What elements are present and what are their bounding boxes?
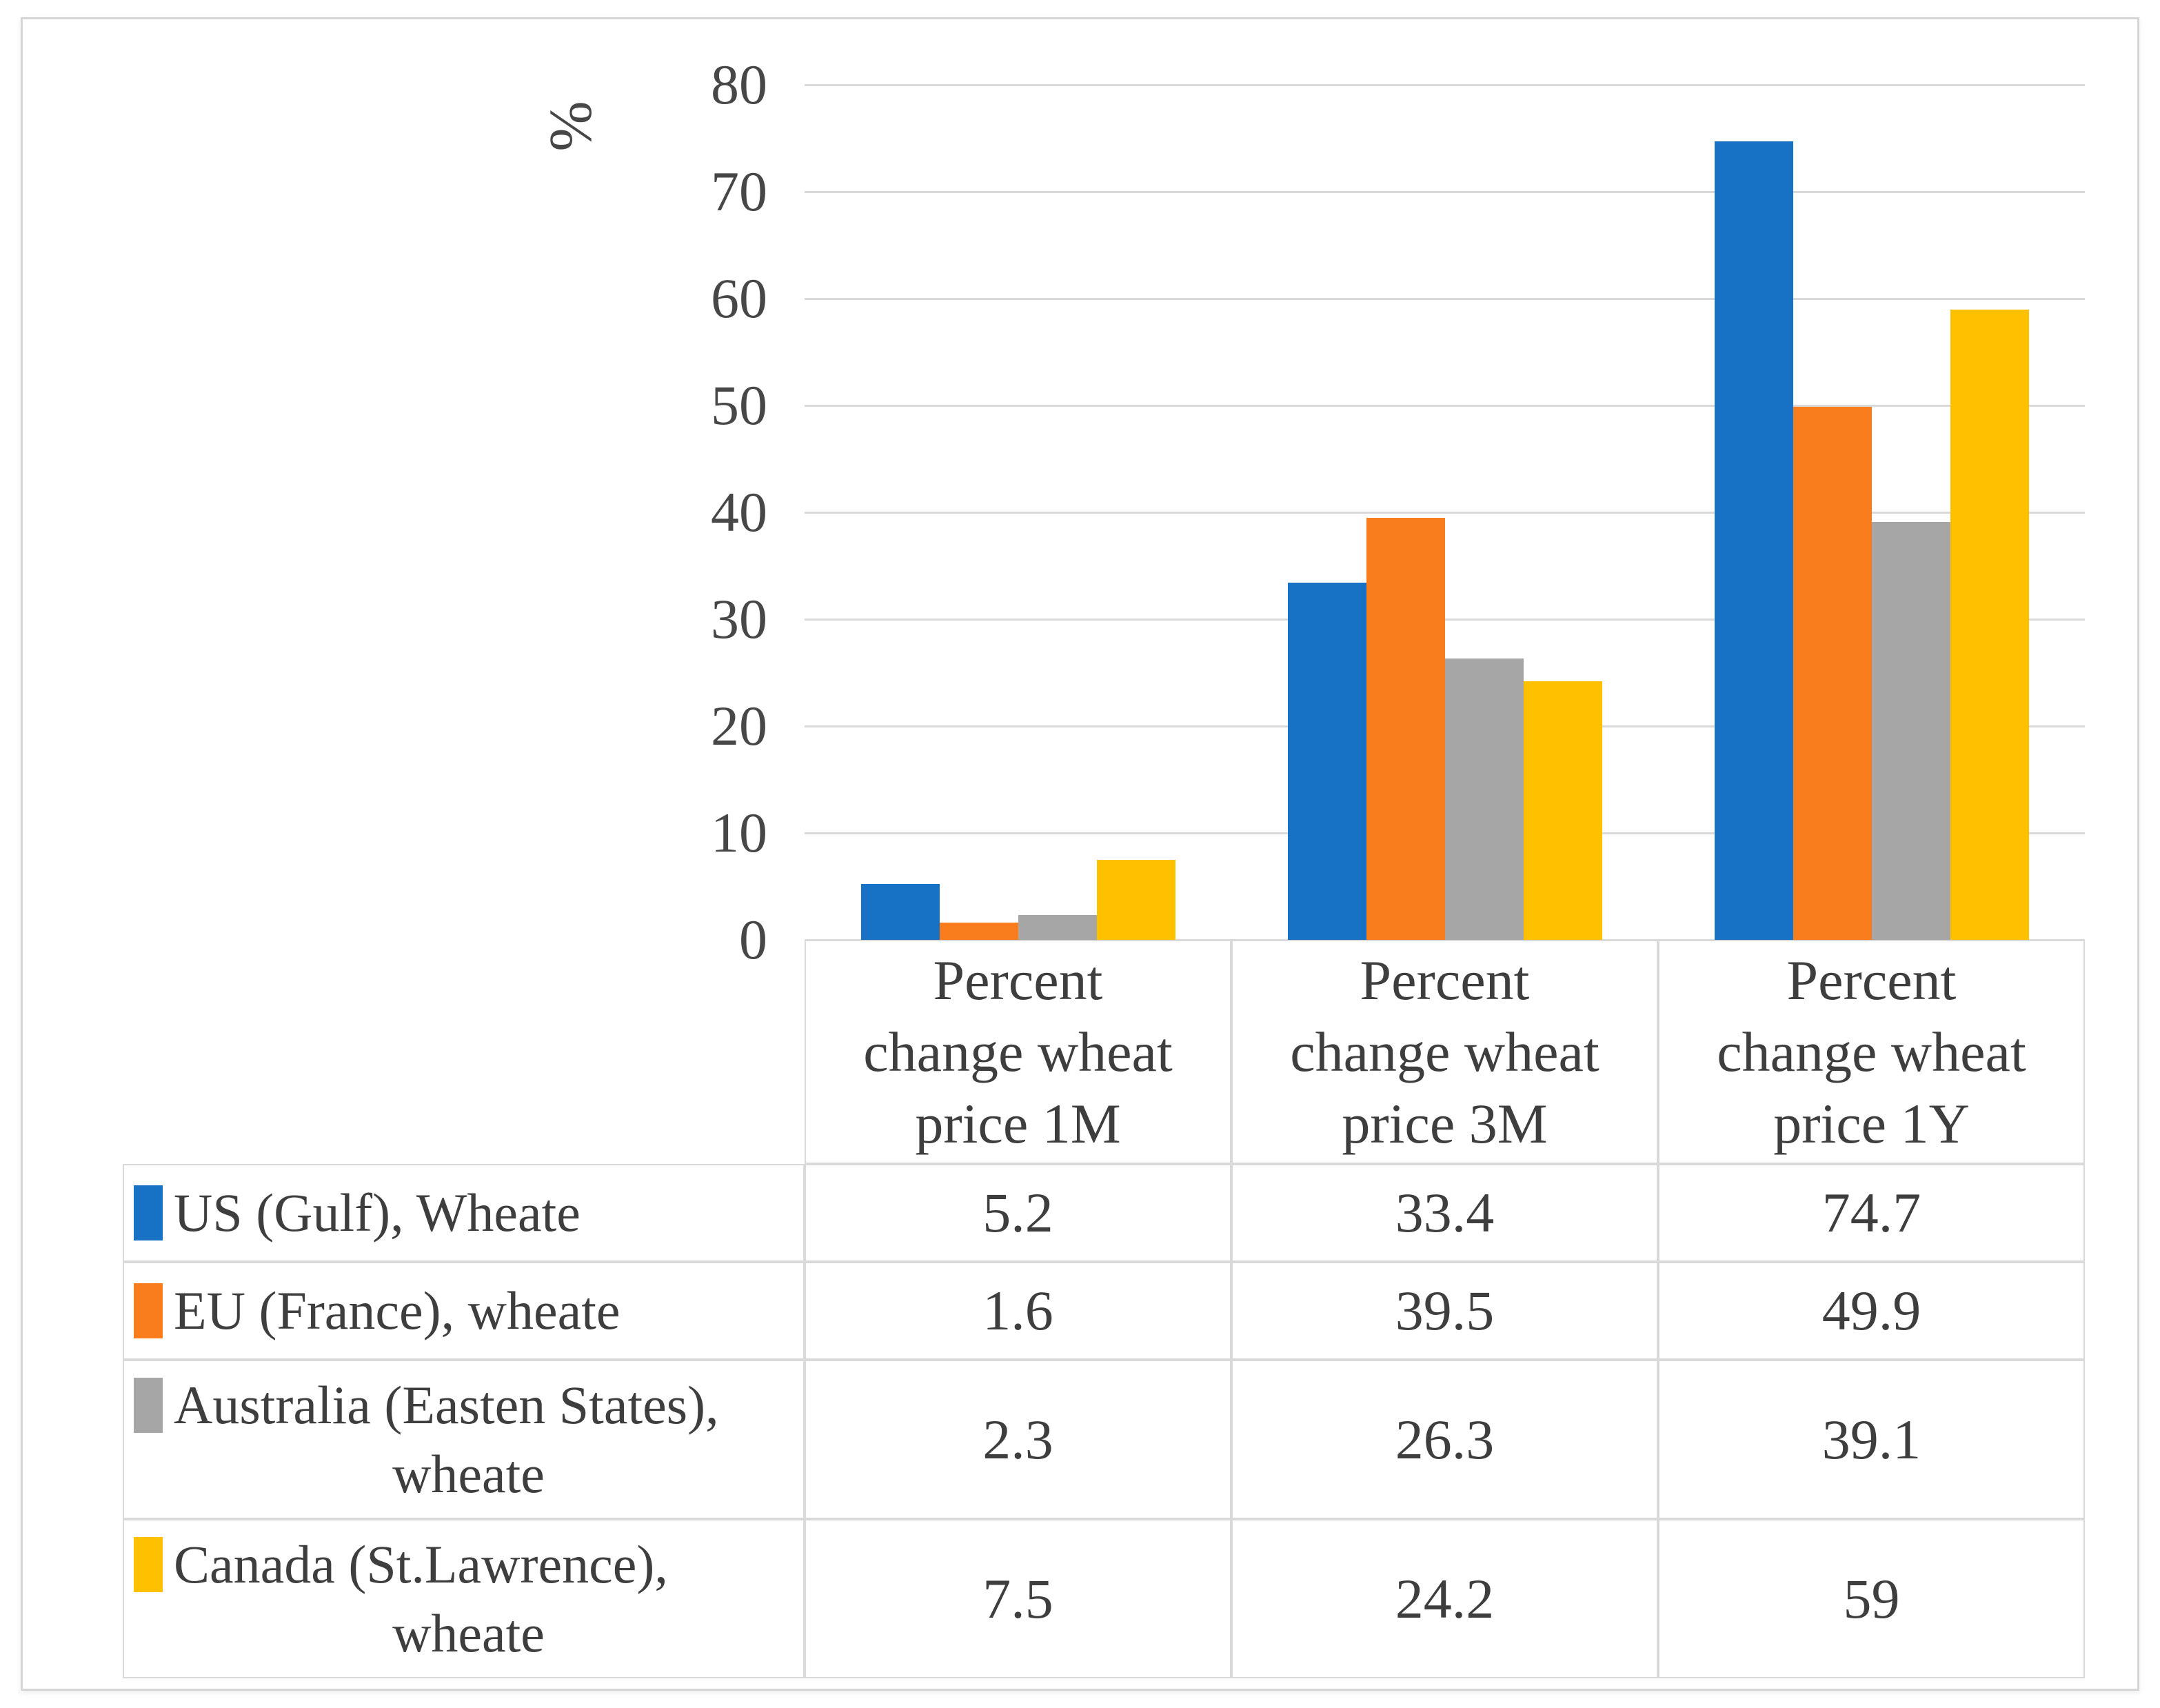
bar-series3-group1 (1523, 681, 1602, 940)
col-header-1y: Percent change wheat price 1Y (1658, 940, 2085, 1164)
y-tick-label: 50 (711, 374, 767, 436)
legend-key-canada (134, 1536, 163, 1592)
table-value: 49.9 (1658, 1262, 2085, 1360)
table-row-label-canada: Canada (St.Lawrence), wheate (123, 1519, 805, 1678)
col-header-line: change wheat (863, 1020, 1173, 1083)
table-value: 2.3 (805, 1360, 1231, 1519)
chart-figure: % 0 10 20 30 40 50 60 70 80 Percent change wheat… (21, 17, 2139, 1691)
row-label-text: US (Gulf), Wheate (174, 1183, 581, 1243)
table-value: 5.2 (805, 1164, 1231, 1262)
bar-series1-group1 (1366, 517, 1445, 940)
col-header-line: change wheat (1717, 1020, 2026, 1083)
row-label-text-line2: wheate (392, 1443, 545, 1504)
row-label-text-line2: wheate (392, 1602, 545, 1663)
table-value: 39.5 (1231, 1262, 1658, 1360)
gridline (805, 404, 2085, 407)
gridline (805, 190, 2085, 193)
table-value: 33.4 (1231, 1164, 1658, 1262)
col-header-line: price 3M (1342, 1092, 1548, 1155)
y-tick-label: 20 (711, 694, 767, 757)
col-header-line: price 1M (915, 1092, 1121, 1155)
col-header-line: Percent (1786, 948, 1957, 1012)
bar-series2-group2 (1871, 521, 1950, 940)
col-header-1m: Percent change wheat price 1M (805, 940, 1231, 1164)
bar-series2-group1 (1444, 659, 1524, 940)
bar-series1-group2 (1793, 406, 1872, 940)
table-value: 74.7 (1658, 1164, 2085, 1262)
col-header-line: price 1Y (1773, 1092, 1970, 1155)
table-row-label-us: US (Gulf), Wheate (123, 1164, 805, 1262)
table-value: 24.2 (1231, 1519, 1658, 1678)
gridline (805, 618, 2085, 621)
legend-key-us (134, 1185, 163, 1240)
gridline (805, 511, 2085, 514)
bar-series3-group2 (1950, 309, 2029, 940)
table-corner-blank (123, 940, 805, 1164)
col-header-line: Percent (1360, 948, 1530, 1012)
y-tick-label: 60 (711, 267, 767, 330)
bar-series0-group1 (1287, 583, 1366, 940)
bar-chart: % 0 10 20 30 40 50 60 70 80 (23, 19, 2137, 1689)
y-tick-label: 70 (711, 160, 767, 223)
y-tick-label: 80 (711, 53, 767, 116)
col-header-line: Percent (933, 948, 1103, 1012)
col-header-3m: Percent change wheat price 3M (1231, 940, 1658, 1164)
col-header-line: change wheat (1290, 1020, 1599, 1083)
data-table: Percent change wheat price 1M Percent ch… (123, 940, 2085, 1678)
table-value: 39.1 (1658, 1360, 2085, 1519)
row-label-text: Canada (St.Lawrence), (174, 1534, 668, 1594)
table-row-label-eu: EU (France), wheate (123, 1262, 805, 1360)
y-tick-label: 30 (711, 587, 767, 650)
table-value: 59 (1658, 1519, 2085, 1678)
legend-key-australia (134, 1377, 163, 1433)
gridline (805, 83, 2085, 86)
row-label-text: EU (France), wheate (174, 1280, 620, 1340)
table-value: 1.6 (805, 1262, 1231, 1360)
bar-series0-group2 (1714, 141, 1793, 940)
table-row-label-australia: Australia (Easten States), wheate (123, 1360, 805, 1519)
y-axis-title: % (537, 101, 605, 152)
row-label-text: Australia (Easten States), (174, 1374, 719, 1435)
y-tick-label: 40 (711, 481, 767, 543)
bar-series1-group0 (939, 923, 1018, 940)
y-tick-label: 0 (739, 908, 767, 971)
table-value: 26.3 (1231, 1360, 1658, 1519)
table-value: 7.5 (805, 1519, 1231, 1678)
y-tick-label: 10 (711, 801, 767, 864)
gridline (805, 297, 2085, 300)
legend-key-eu (134, 1283, 163, 1338)
bar-series2-group0 (1018, 915, 1097, 940)
bar-series3-group0 (1096, 859, 1175, 940)
bar-series0-group0 (860, 884, 940, 940)
